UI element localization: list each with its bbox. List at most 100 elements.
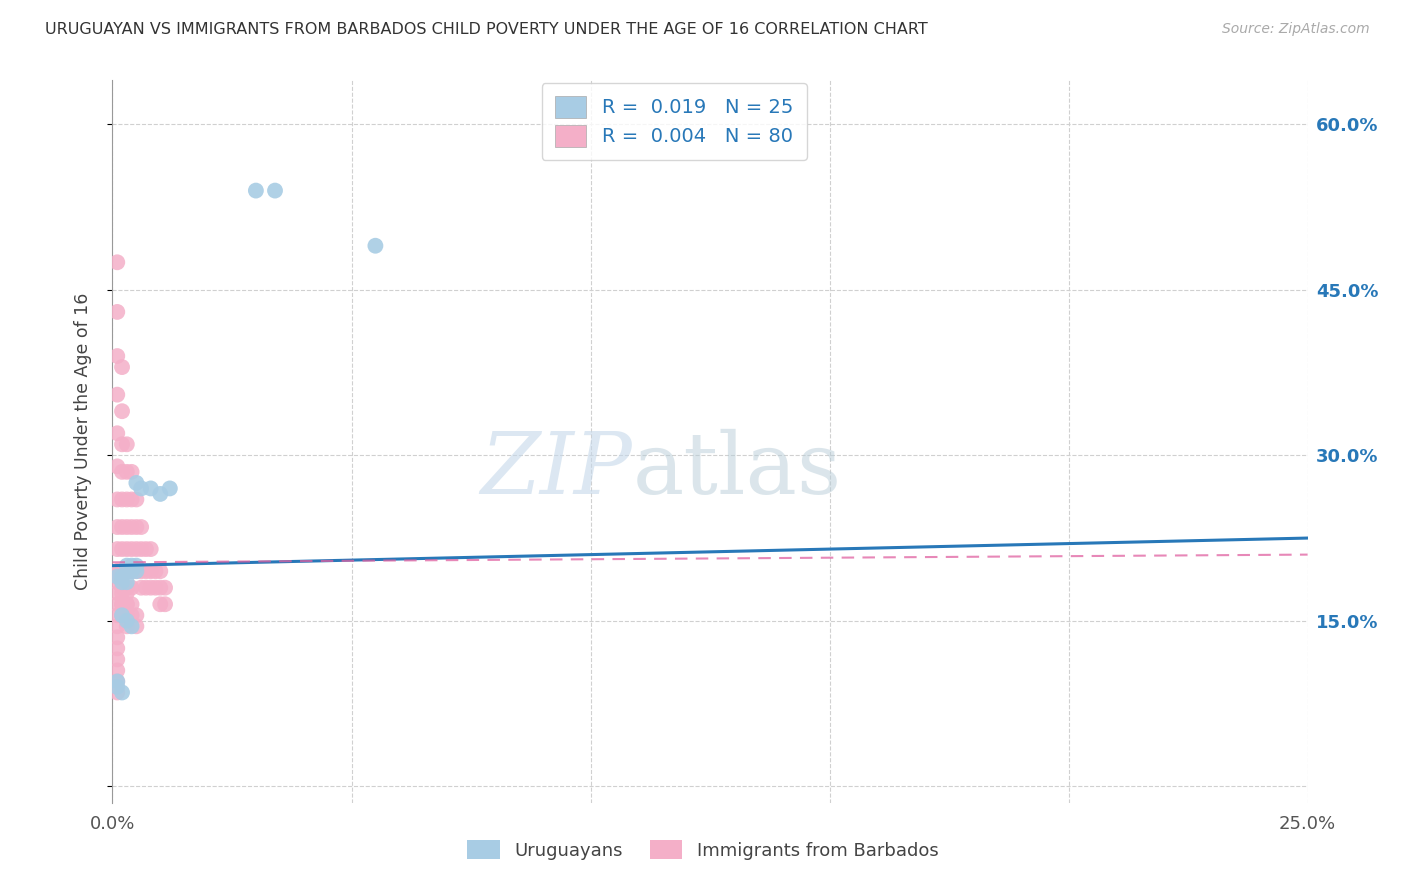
Point <box>245 184 267 198</box>
Point <box>149 581 172 595</box>
Text: Source: ZipAtlas.com: Source: ZipAtlas.com <box>1222 22 1369 37</box>
Point <box>111 581 134 595</box>
Point <box>121 542 143 557</box>
Point <box>105 652 128 666</box>
Point <box>115 619 138 633</box>
Point <box>111 404 134 418</box>
Point <box>115 558 138 573</box>
Point <box>111 586 134 600</box>
Point <box>121 465 143 479</box>
Point <box>111 597 134 611</box>
Point <box>121 564 143 578</box>
Point <box>111 597 134 611</box>
Legend: Uruguayans, Immigrants from Barbados: Uruguayans, Immigrants from Barbados <box>460 833 946 867</box>
Point <box>145 564 167 578</box>
Point <box>105 305 128 319</box>
Point <box>129 581 152 595</box>
Point <box>115 597 138 611</box>
Point <box>121 492 143 507</box>
Point <box>111 360 134 375</box>
Point <box>105 664 128 678</box>
Point <box>129 520 152 534</box>
Point <box>111 575 134 590</box>
Point <box>105 564 128 578</box>
Point <box>105 255 128 269</box>
Point <box>105 520 128 534</box>
Point <box>139 542 162 557</box>
Point <box>125 558 148 573</box>
Point <box>105 575 128 590</box>
Point <box>121 564 143 578</box>
Point <box>135 581 157 595</box>
Point <box>129 542 152 557</box>
Point <box>105 459 128 474</box>
Point <box>105 426 128 441</box>
Point <box>139 581 162 595</box>
Point <box>139 564 162 578</box>
Point <box>111 608 134 623</box>
Point <box>145 581 167 595</box>
Point <box>149 597 172 611</box>
Point <box>115 575 138 590</box>
Point <box>115 586 138 600</box>
Point <box>111 575 134 590</box>
Point <box>105 349 128 363</box>
Point <box>125 564 148 578</box>
Point <box>135 564 157 578</box>
Point <box>121 520 143 534</box>
Point <box>129 564 152 578</box>
Point <box>125 475 148 490</box>
Point <box>111 520 134 534</box>
Point <box>121 619 143 633</box>
Point <box>115 437 138 451</box>
Point <box>115 581 138 595</box>
Point <box>159 482 181 496</box>
Point <box>115 597 138 611</box>
Point <box>105 674 128 689</box>
Point <box>105 680 128 694</box>
Text: atlas: atlas <box>633 429 841 512</box>
Point <box>115 614 138 628</box>
Point <box>115 608 138 623</box>
Point <box>125 520 148 534</box>
Point <box>125 564 148 578</box>
Point <box>105 542 128 557</box>
Point <box>105 597 128 611</box>
Legend: R =  0.019   N = 25, R =  0.004   N = 80: R = 0.019 N = 25, R = 0.004 N = 80 <box>541 83 807 161</box>
Point <box>105 586 128 600</box>
Point <box>115 542 138 557</box>
Point <box>125 492 148 507</box>
Point <box>111 492 134 507</box>
Point <box>125 619 148 633</box>
Point <box>111 569 134 583</box>
Point <box>121 581 143 595</box>
Point <box>153 597 176 611</box>
Point <box>105 685 128 699</box>
Point <box>105 492 128 507</box>
Point <box>153 581 176 595</box>
Point <box>149 487 172 501</box>
Point <box>105 387 128 401</box>
Point <box>115 564 138 578</box>
Text: ZIP: ZIP <box>481 429 633 512</box>
Point <box>121 597 143 611</box>
Point <box>139 482 162 496</box>
Point <box>105 564 128 578</box>
Point <box>115 492 138 507</box>
Point <box>105 608 128 623</box>
Point <box>105 569 128 583</box>
Point <box>111 437 134 451</box>
Point <box>135 542 157 557</box>
Point <box>115 465 138 479</box>
Point <box>111 685 134 699</box>
Point <box>105 641 128 656</box>
Point <box>121 558 143 573</box>
Y-axis label: Child Poverty Under the Age of 16: Child Poverty Under the Age of 16 <box>73 293 91 591</box>
Point <box>105 674 128 689</box>
Point <box>264 184 287 198</box>
Point <box>105 631 128 645</box>
Point <box>125 608 148 623</box>
Point <box>111 608 134 623</box>
Point <box>111 564 134 578</box>
Point <box>111 542 134 557</box>
